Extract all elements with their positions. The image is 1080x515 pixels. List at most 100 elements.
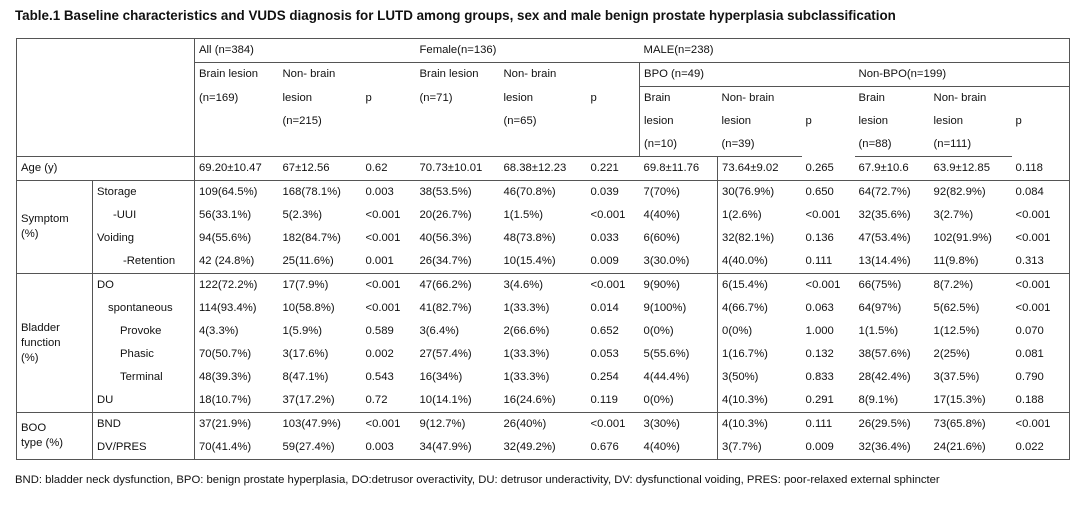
cell-retention-10: 13(14.4%) xyxy=(854,250,930,274)
header-bpo-nonbrain-n: (n=39) xyxy=(717,133,802,157)
header-bpo-brain-lesion: lesion xyxy=(639,110,718,133)
header-row-5: (n=10) (n=39) (n=88) (n=111) xyxy=(16,133,1070,157)
cell-age-12: 0.118 xyxy=(1011,156,1071,181)
cell-dvpres-8: 3(7.7%) xyxy=(717,436,802,460)
row-label-phasic: Phasic xyxy=(92,343,195,366)
cell-terminal-7: 4(44.4%) xyxy=(643,371,690,383)
table-footnote: BND: bladder neck dysfunction, BPO: beni… xyxy=(15,474,940,486)
cell-dvpres-6: 0.676 xyxy=(586,436,640,460)
row-label-retention: -Retention xyxy=(92,250,195,274)
cell-du-9: 0.291 xyxy=(801,389,855,413)
cell-provoke-1: 4(3.3%) xyxy=(199,325,239,337)
cell-terminal-4: 16(34%) xyxy=(419,371,463,383)
cell-provoke-9: 1.000 xyxy=(805,325,834,337)
header-corner xyxy=(16,38,195,133)
cell-du-5: 16(24.6%) xyxy=(499,389,587,413)
cell-terminal-12: 0.790 xyxy=(1011,366,1071,389)
cell-uui-3: <0.001 xyxy=(365,209,401,221)
cell-du-6: 0.119 xyxy=(586,389,640,413)
cell-du-8: 4(10.3%) xyxy=(717,389,802,413)
cell-do-8: 6(15.4%) xyxy=(717,273,802,297)
cell-voiding-11: 102(91.9%) xyxy=(933,232,992,244)
row-voiding: Voiding 94(55.6%) 182(84.7%) <0.001 40(56.3%… xyxy=(17,227,1071,250)
cell-du-11: 17(15.3%) xyxy=(929,389,1012,413)
row-label-spontaneous: spontaneous xyxy=(92,297,195,320)
cell-voiding-8: 32(82.1%) xyxy=(717,227,802,250)
cell-uui-12: <0.001 xyxy=(1011,204,1071,227)
cell-terminal-3: 0.543 xyxy=(365,371,394,383)
row-label-dvpres: DV/PRES xyxy=(92,436,195,460)
header-nonbpo-brain: Brain xyxy=(858,92,885,104)
cell-du-4: 10(14.1%) xyxy=(415,389,500,413)
cell-bnd-2: 103(47.9%) xyxy=(282,418,341,430)
row-label-terminal: Terminal xyxy=(92,366,195,389)
table-title: Table.1 Baseline characteristics and VUD… xyxy=(15,8,896,23)
cell-storage-11: 92(82.9%) xyxy=(933,186,986,198)
cell-phasic-2: 3(17.6%) xyxy=(282,348,329,360)
row-spontaneous: spontaneous 114(93.4%) 10(58.8%) <0.001 41(8… xyxy=(17,297,1071,320)
row-age: Age (y) 69.20±10.47 67±12.56 0.62 70.73±10.… xyxy=(16,156,1071,181)
cell-storage-9: 0.650 xyxy=(805,186,834,198)
cell-uui-4: 20(26.7%) xyxy=(419,209,472,221)
cell-spontaneous-6: 0.014 xyxy=(590,302,619,314)
cell-spontaneous-2: 10(58.8%) xyxy=(282,302,335,314)
group-boo-line2: type (%) xyxy=(21,437,64,449)
row-uui: -UUI 56(33.1%) 5(2.3%) <0.001 20(26.7%) 1(1.5… xyxy=(17,204,1071,227)
row-provoke: Provoke 4(3.3%) 1(5.9%) 0.589 3(6.4%) 2(66.6%… xyxy=(17,320,1071,343)
cell-voiding-2: 182(84.7%) xyxy=(282,232,341,244)
cell-provoke-7: 0(0%) xyxy=(643,325,674,337)
header-all-nonbrain-lesion: lesion xyxy=(282,91,313,104)
cell-terminal-5: 1(33.3%) xyxy=(503,371,550,383)
header-male: MALE(n=238) xyxy=(639,38,1071,63)
cell-phasic-10: 38(57.6%) xyxy=(858,348,911,360)
cell-do-7: 9(90%) xyxy=(643,279,680,291)
cell-do-3: <0.001 xyxy=(365,279,401,291)
header-spacer xyxy=(586,133,640,157)
cell-do-9: <0.001 xyxy=(805,279,841,291)
cell-do-5: 3(4.6%) xyxy=(503,279,544,291)
cell-dvpres-3: 0.003 xyxy=(361,436,416,460)
cell-terminal-9: 0.833 xyxy=(805,371,834,383)
cell-do-11: 8(7.2%) xyxy=(933,279,974,291)
header-spacer xyxy=(278,133,362,157)
header-nonbpo-nonbrain: Non- brain xyxy=(933,92,987,104)
header-all-p: p xyxy=(365,91,372,104)
header-female-nonbrain-n: (n=65) xyxy=(503,115,537,127)
cell-provoke-4: 3(6.4%) xyxy=(419,325,460,337)
cell-voiding-6: 0.033 xyxy=(590,232,619,244)
row-bnd: BOO type (%) BND 37(21.9%) 103(47.9%) <0.001… xyxy=(16,412,1071,460)
cell-du-1: 18(10.7%) xyxy=(194,389,279,413)
header-nonbpo-nonbrain-n: (n=111) xyxy=(929,133,1012,157)
cell-du-2: 37(17.2%) xyxy=(278,389,362,413)
row-terminal: Terminal 48(39.3%) 8(47.1%) 0.543 16(34%) 1(3… xyxy=(17,366,1071,389)
cell-dvpres-5: 32(49.2%) xyxy=(499,436,587,460)
row-label-do: DO xyxy=(92,273,195,297)
cell-voiding-12: <0.001 xyxy=(1011,227,1071,250)
header-all-nonbrain-n: (n=215) xyxy=(282,115,322,127)
cell-age-4: 70.73±10.01 xyxy=(415,156,500,181)
group-symptom-line2: (%) xyxy=(21,228,39,240)
cell-retention-6: 0.009 xyxy=(586,250,640,274)
cell-uui-1: 56(33.1%) xyxy=(199,209,252,221)
row-label-bnd: BND xyxy=(92,412,195,436)
cell-voiding-10: 47(53.4%) xyxy=(858,232,911,244)
row-phasic: Phasic 70(50.7%) 3(17.6%) 0.002 27(57.4%) 1(3… xyxy=(17,343,1071,366)
cell-age-8: 73.64±9.02 xyxy=(717,156,802,181)
cell-retention-11: 11(9.8%) xyxy=(929,250,1012,274)
row-label-voiding: Voiding xyxy=(92,227,195,250)
cell-spontaneous-9: 0.063 xyxy=(805,302,834,314)
row-dvpres: DV/PRES 70(41.4%) 59(27.4%) 0.003 34(47.9%) 3… xyxy=(17,436,1071,460)
cell-bnd-11: 73(65.8%) xyxy=(933,418,986,430)
cell-spontaneous-8: 4(66.7%) xyxy=(717,297,802,320)
header-spacer xyxy=(416,110,500,133)
header-nonbpo-brain-lesion: lesion xyxy=(858,115,889,127)
cell-phasic-1: 70(50.7%) xyxy=(199,348,252,360)
cell-bnd-1: 37(21.9%) xyxy=(199,418,252,430)
cell-dvpres-4: 34(47.9%) xyxy=(415,436,500,460)
row-storage: Symptom (%) Storage 109(64.5%) 168(78.1%) 0.… xyxy=(16,180,1071,274)
cell-spontaneous-12: <0.001 xyxy=(1011,297,1071,320)
cell-do-4: 47(66.2%) xyxy=(419,279,472,291)
cell-terminal-8: 3(50%) xyxy=(717,366,802,389)
cell-storage-4: 38(53.5%) xyxy=(419,186,472,198)
cell-phasic-5: 1(33.3%) xyxy=(503,348,550,360)
